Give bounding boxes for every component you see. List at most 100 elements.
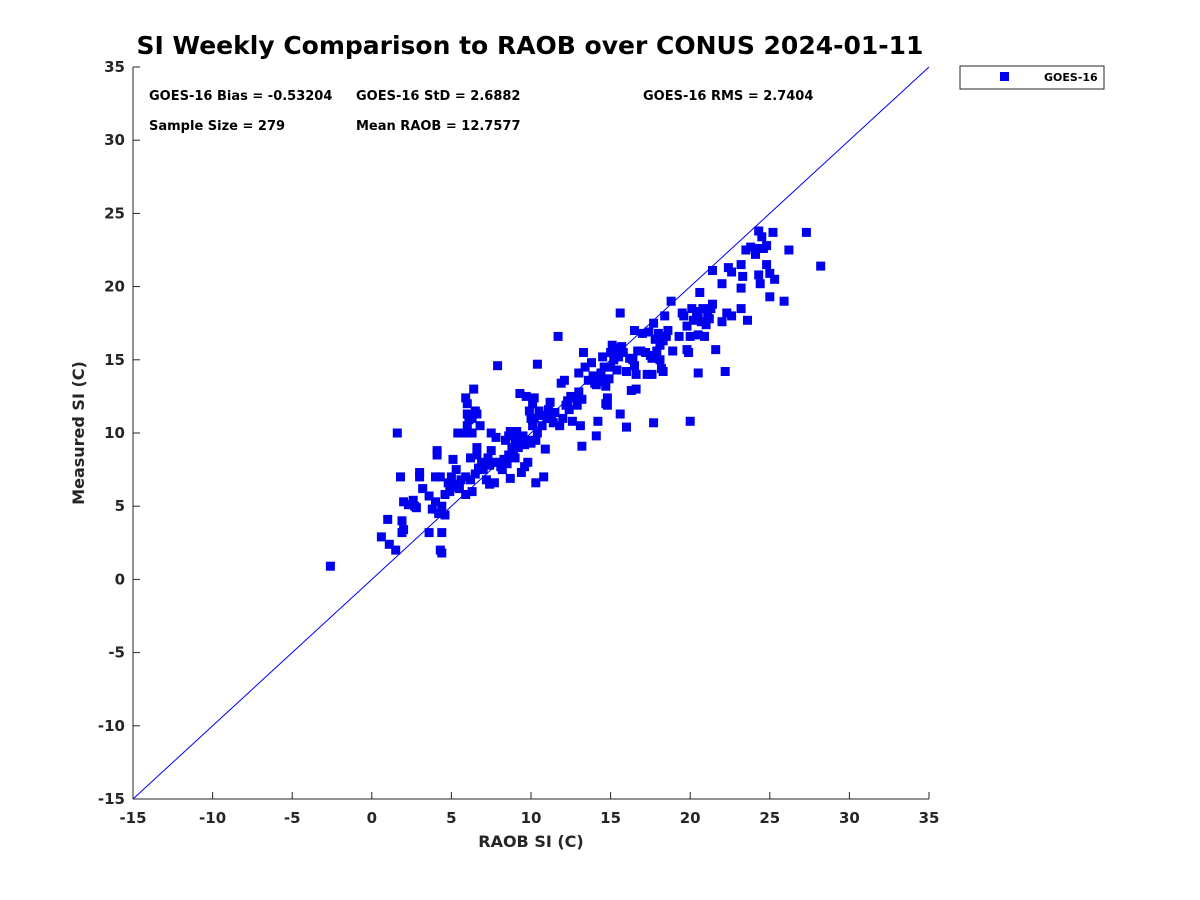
data-point xyxy=(472,450,482,460)
data-point xyxy=(391,545,401,555)
data-point xyxy=(801,227,811,237)
data-point xyxy=(711,345,721,355)
x-tick-label: -10 xyxy=(199,809,226,827)
data-point xyxy=(682,321,692,331)
data-point xyxy=(704,314,714,324)
data-point xyxy=(757,232,767,242)
data-point xyxy=(751,249,760,259)
data-point xyxy=(688,315,698,325)
data-point xyxy=(469,384,479,394)
data-point xyxy=(467,428,477,438)
data-point xyxy=(466,475,475,485)
data-point xyxy=(523,457,533,467)
data-point xyxy=(591,380,601,390)
data-point xyxy=(708,266,717,275)
data-point xyxy=(587,358,596,368)
data-point xyxy=(770,274,780,284)
data-point xyxy=(462,409,472,419)
data-point xyxy=(743,315,752,325)
data-point xyxy=(591,431,601,441)
data-point xyxy=(641,348,651,357)
data-point xyxy=(720,367,730,376)
data-point xyxy=(727,311,737,321)
data-point xyxy=(491,432,501,442)
data-point xyxy=(738,271,748,281)
data-point xyxy=(615,308,625,318)
data-point xyxy=(502,459,512,469)
data-point xyxy=(754,270,764,280)
data-point xyxy=(647,369,657,379)
data-point xyxy=(529,393,539,403)
x-tick-label: -15 xyxy=(119,809,146,827)
data-point xyxy=(606,362,616,372)
data-point xyxy=(577,441,587,451)
data-point xyxy=(652,346,662,356)
data-point xyxy=(606,348,616,357)
data-point xyxy=(440,490,450,499)
data-point xyxy=(631,369,641,379)
data-point xyxy=(628,355,638,365)
x-axis-ticks: -15 -10 -5 0 5 10 15 20 25 30 35 xyxy=(119,792,939,827)
data-point xyxy=(537,421,547,431)
data-point xyxy=(486,446,496,456)
data-point xyxy=(630,361,639,371)
data-point xyxy=(579,348,588,357)
data-point xyxy=(752,244,762,253)
data-point xyxy=(448,454,458,464)
x-tick-label: 10 xyxy=(521,809,542,827)
data-point xyxy=(693,330,703,340)
data-point xyxy=(653,328,663,338)
data-point xyxy=(684,348,694,357)
mean-raob-annotation: Mean RAOB = 12.7577 xyxy=(356,119,521,134)
data-point xyxy=(470,469,480,479)
data-point xyxy=(510,453,520,463)
data-point xyxy=(472,443,482,453)
y-tick-label: 20 xyxy=(104,278,125,296)
statistics-annotations: GOES-16 Bias = -0.53204 GOES-16 StD = 2.… xyxy=(149,89,813,134)
data-point xyxy=(602,400,612,410)
data-point xyxy=(467,487,477,497)
data-point xyxy=(708,299,717,309)
data-point xyxy=(475,421,485,431)
data-point xyxy=(618,348,628,357)
data-point xyxy=(528,399,538,409)
data-point xyxy=(531,435,541,445)
data-point xyxy=(564,405,574,415)
data-point xyxy=(631,384,641,394)
y-tick-label: 35 xyxy=(104,58,125,76)
data-point xyxy=(531,478,541,488)
data-point xyxy=(650,334,660,344)
data-point xyxy=(505,427,515,436)
data-point xyxy=(615,409,625,419)
data-point xyxy=(765,292,775,302)
data-point xyxy=(617,342,627,352)
data-point xyxy=(626,386,636,395)
data-point xyxy=(602,393,612,403)
data-point xyxy=(504,450,514,460)
data-point xyxy=(610,343,620,353)
data-point xyxy=(399,525,409,535)
y-tick-label: 10 xyxy=(104,424,125,442)
legend: GOES-16 xyxy=(959,65,1105,90)
data-point xyxy=(660,311,670,321)
data-point xyxy=(555,421,565,431)
data-point xyxy=(746,242,756,252)
data-point xyxy=(717,279,727,289)
data-point xyxy=(488,457,498,467)
data-point xyxy=(622,367,631,376)
data-point xyxy=(679,311,689,321)
data-point xyxy=(437,548,447,558)
data-point xyxy=(403,500,413,510)
goes-16-series xyxy=(325,226,826,571)
data-point xyxy=(437,501,447,511)
y-tick-label: -10 xyxy=(98,717,125,735)
data-point xyxy=(768,227,778,237)
data-point xyxy=(598,352,608,362)
data-point xyxy=(630,326,639,335)
data-point xyxy=(544,405,553,415)
data-point xyxy=(454,484,464,494)
data-point xyxy=(727,267,737,277)
data-point xyxy=(418,484,428,494)
data-point xyxy=(434,509,444,518)
